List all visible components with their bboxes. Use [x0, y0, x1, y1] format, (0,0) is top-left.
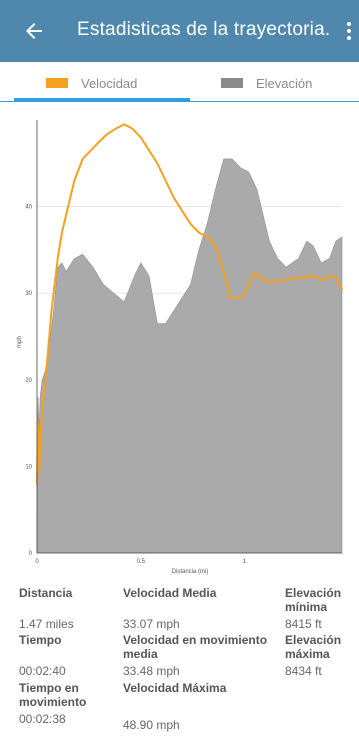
y-axis-label: mph: [17, 336, 23, 348]
more-options-icon[interactable]: [343, 19, 355, 43]
velocidad-movimiento-media-label-line2: media: [123, 647, 158, 661]
y-tick-label-4: 40: [25, 205, 32, 211]
velocidad-media-value: 33.07 mph: [123, 617, 180, 631]
velocidad-media-label: Velocidad Media: [123, 586, 217, 600]
speed-elevation-chart[interactable]: 0 10 20 30 40 0 0.5 1 Distancia (mi) mph: [0, 112, 359, 578]
tiempo-label: Tiempo: [19, 633, 62, 647]
x-tick-label-1: 0.5: [137, 559, 146, 565]
tab-elevacion-label: Elevación: [256, 75, 313, 91]
distancia-label: Distancia: [19, 586, 73, 600]
tab-velocidad-label: Velocidad: [81, 75, 138, 91]
tiempo-movimiento-label-line2: movimiento: [19, 695, 87, 709]
page-title: Estadisticas de la trayectoria.: [77, 19, 331, 40]
chart-tabs: Velocidad Elevación: [0, 62, 359, 104]
elevacion-maxima-value: 8434 ft: [285, 664, 322, 678]
velocidad-maxima-label: Velocidad Máxima: [123, 681, 227, 695]
tab-velocidad[interactable]: Velocidad: [46, 62, 137, 104]
velocidad-movimiento-media-value: 33.48 mph: [123, 664, 180, 678]
x-tick-label-0: 0: [35, 559, 39, 565]
elevacion-minima-label-line2: mínima: [285, 600, 328, 614]
elevacion-minima-label-line1: Elevación: [285, 586, 342, 600]
x-axis-label: Distancia (mi): [172, 569, 209, 575]
trip-stats: Distancia Velocidad Media Elevación míni…: [0, 578, 359, 736]
elevacion-minima-label: Elevación mínima: [285, 586, 341, 614]
chart-tick-labels: 0 10 20 30 40 0 0.5 1: [25, 205, 246, 565]
velocidad-movimiento-media-label: Velocidad en movimiento media: [123, 633, 267, 661]
y-tick-label-0: 0: [29, 551, 33, 557]
velocidad-swatch-icon: [46, 78, 68, 88]
elevacion-maxima-label: Elevación máxima: [285, 633, 341, 661]
back-arrow-icon[interactable]: [22, 19, 46, 43]
speed-line-layer: [36, 123, 343, 485]
distancia-value: 1.47 miles: [19, 617, 74, 631]
tab-selected-indicator: [14, 98, 190, 102]
elevacion-minima-value: 8415 ft: [285, 617, 322, 631]
y-tick-label-3: 30: [25, 291, 32, 297]
elevacion-maxima-label-line1: Elevación: [285, 633, 342, 647]
tab-elevacion[interactable]: Elevación: [221, 62, 312, 104]
y-tick-label-1: 10: [25, 464, 32, 470]
tiempo-movimiento-value: 00:02:38: [19, 712, 66, 726]
y-tick-label-2: 20: [25, 378, 32, 384]
series-elevation-area: [36, 158, 343, 554]
tiempo-movimiento-label: Tiempo en movimiento: [19, 681, 86, 709]
elevation-area-layer: [36, 158, 343, 554]
elevacion-maxima-label-line2: máxima: [285, 647, 330, 661]
chart-axes: [36, 120, 342, 554]
velocidad-movimiento-media-label-line1: Velocidad en movimiento: [123, 633, 268, 647]
elevacion-swatch-icon: [221, 78, 243, 88]
tiempo-value: 00:02:40: [19, 664, 66, 678]
app-toolbar: Estadisticas de la trayectoria.: [0, 0, 359, 62]
series-velocidad-line: [36, 123, 343, 485]
velocidad-maxima-value: 48.90 mph: [123, 718, 180, 732]
x-tick-label-2: 1: [243, 559, 247, 565]
tiempo-movimiento-label-line1: Tiempo en: [19, 681, 79, 695]
